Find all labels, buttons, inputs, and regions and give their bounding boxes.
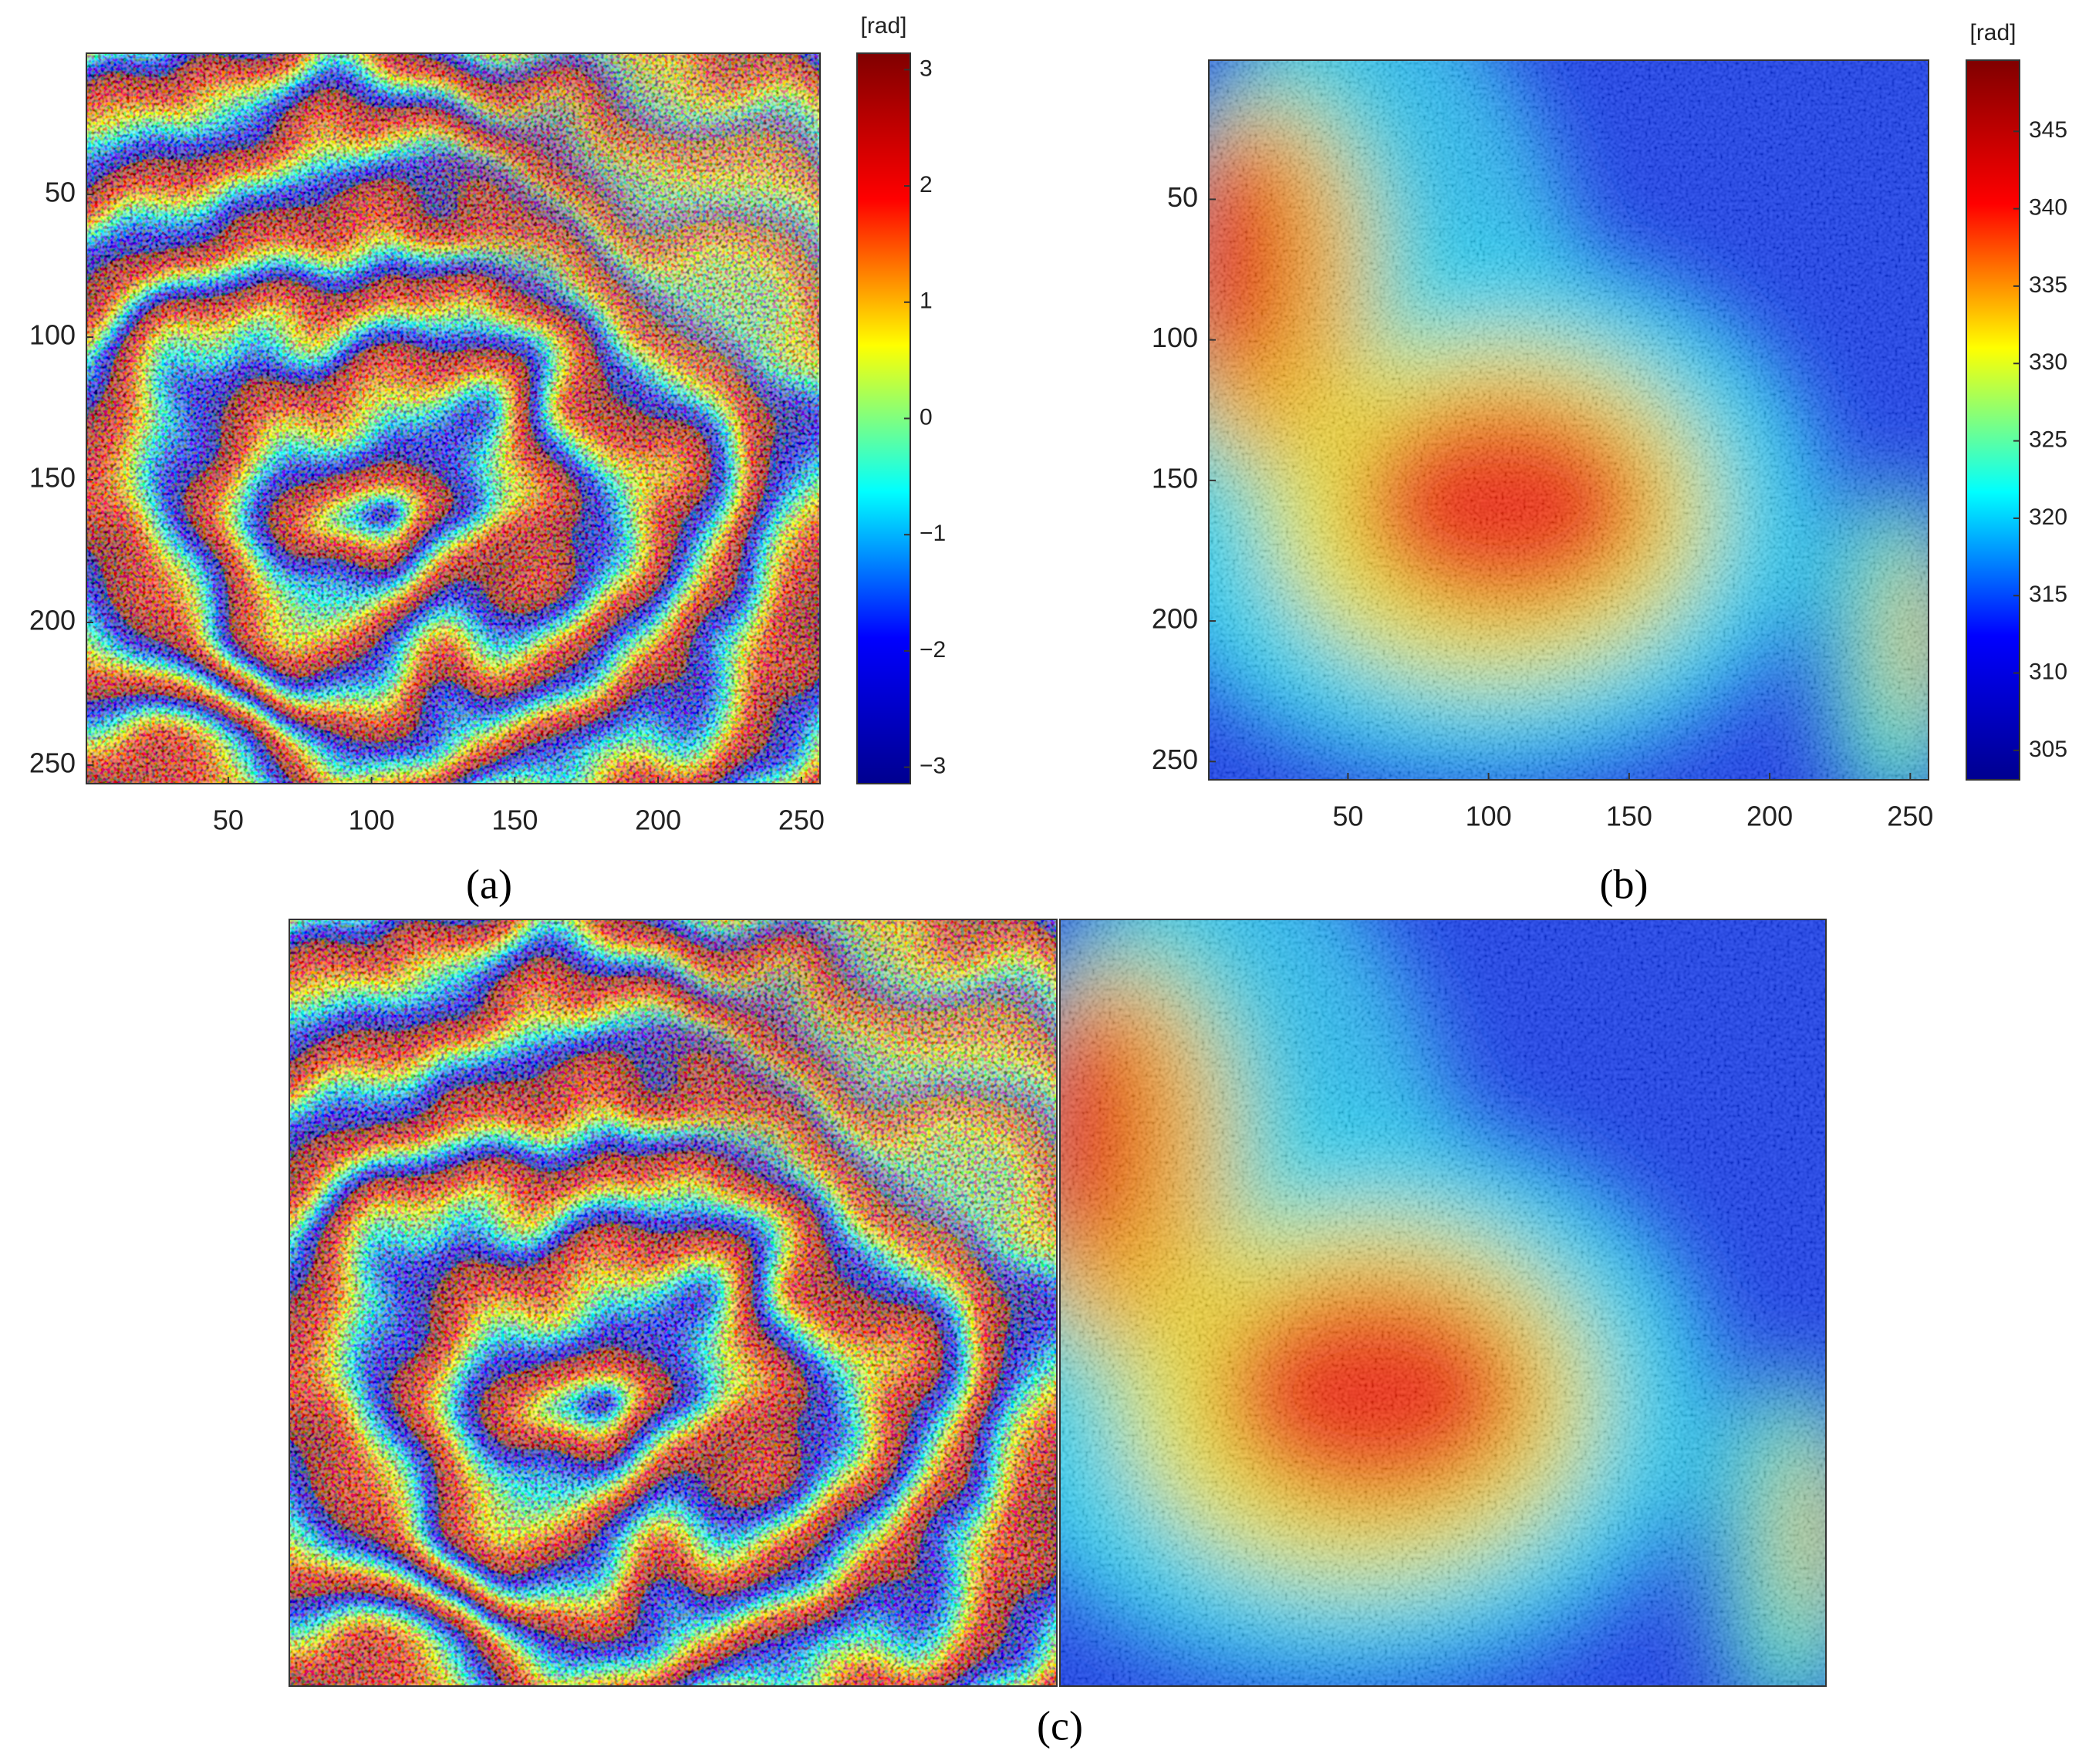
colorbar-tick-label: 315 (2029, 582, 2067, 607)
x-tick-label: 200 (635, 804, 681, 836)
colorbar-label: [rad] (1969, 20, 2016, 46)
colorbar-tick-label: 2 (920, 172, 933, 197)
colorbar-tick-label: 305 (2029, 737, 2067, 762)
colorbar (856, 52, 911, 784)
y-tick-label: 200 (1152, 603, 1198, 635)
y-tick-label: 100 (29, 319, 76, 351)
image-frame (289, 919, 1058, 1687)
colorbar-tick-label: 330 (2029, 349, 2067, 375)
x-tick-label: 250 (1887, 801, 1933, 832)
x-tick-label: 50 (213, 804, 244, 836)
colorbar-tick-label: 345 (2029, 117, 2067, 143)
y-tick-label: 150 (1152, 462, 1198, 494)
colorbar-tick-label: 310 (2029, 659, 2067, 684)
colorbar (1966, 59, 2020, 781)
y-tick-label: 250 (1152, 744, 1198, 775)
colorbar-tick-label: −2 (920, 637, 946, 663)
colorbar-tick-label: 335 (2029, 272, 2067, 298)
colorbar-tick-label: −1 (920, 521, 946, 546)
colorbar-tick-label: 0 (920, 404, 933, 430)
x-tick-label: 250 (778, 804, 825, 836)
x-tick-label: 50 (1332, 801, 1363, 832)
axes-frame (86, 52, 821, 784)
colorbar-tick-label: −3 (920, 754, 946, 779)
colorbar-tick-label: 1 (920, 288, 933, 314)
panel-label: (a) (466, 861, 512, 907)
y-tick-label: 150 (29, 462, 76, 494)
image (0, 0, 935, 898)
image (170, 800, 1177, 1764)
y-tick-label: 50 (45, 177, 76, 208)
x-tick-label: 150 (1606, 801, 1652, 832)
colorbar-label: [rad] (860, 13, 906, 39)
y-tick-label: 100 (1152, 322, 1198, 353)
axes-frame (1208, 59, 1929, 781)
colorbar-tick-label: 325 (2029, 427, 2067, 453)
y-tick-label: 50 (1167, 181, 1198, 213)
x-tick-label: 100 (1466, 801, 1512, 832)
x-tick-label: 200 (1746, 801, 1793, 832)
colorbar-tick-label: 320 (2029, 504, 2067, 530)
colorbar-tick-label: 3 (920, 56, 933, 81)
panel-label: (b) (1600, 861, 1649, 907)
colorbar-tick-label: 340 (2029, 195, 2067, 221)
image (1125, 0, 1976, 819)
y-tick-label: 250 (29, 747, 76, 778)
image-frame (1059, 919, 1827, 1687)
panel-label: (c) (1037, 1702, 1083, 1749)
y-tick-label: 200 (29, 605, 76, 636)
x-tick-label: 100 (349, 804, 395, 836)
x-tick-label: 150 (491, 804, 538, 836)
image (970, 725, 1877, 1729)
